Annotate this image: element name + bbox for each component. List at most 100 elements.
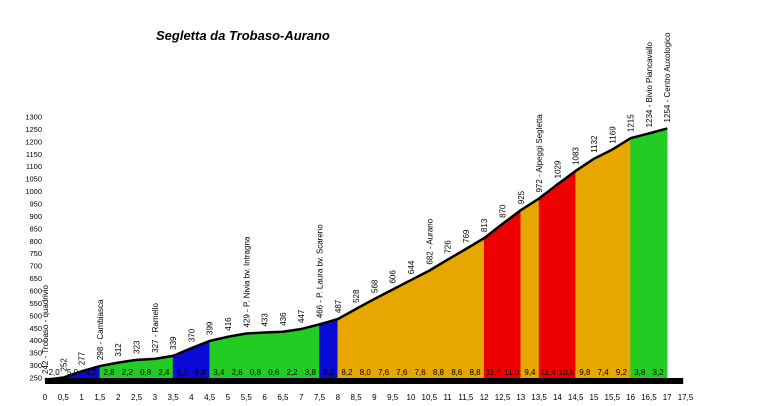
altitude-label: 870: [499, 204, 508, 218]
altitude-label: 339: [169, 336, 178, 350]
x-tick-label: 15: [590, 393, 599, 402]
slope-label: 3,4: [213, 368, 225, 377]
altitude-label: 399: [206, 321, 215, 335]
altitude-label: 1234 - Bivio Piancavallo: [645, 41, 654, 127]
x-tick-label: 14,5: [568, 393, 584, 402]
profile-segment: [392, 279, 412, 379]
profile-segment: [483, 223, 503, 379]
slope-label: 8,8: [469, 368, 481, 377]
y-axis: 250 300 350 400 450 500 550 600 650 700 750 800 850 9…: [25, 113, 42, 383]
y-tick-label: 750: [29, 249, 42, 258]
profile-segment: [593, 149, 613, 379]
x-tick-label: 6: [262, 393, 267, 402]
profile-segment: [611, 137, 631, 379]
y-tick-label: 1200: [25, 137, 42, 146]
x-tick-label: 0: [43, 393, 48, 402]
x-tick-label: 10,5: [422, 393, 438, 402]
slope-label: 2,6: [232, 368, 244, 377]
x-tick-label: 11,5: [458, 393, 474, 402]
x-tick-label: 16,5: [641, 393, 657, 402]
profile-segments: [44, 128, 668, 381]
x-tick-label: 13,5: [531, 393, 547, 402]
altitude-label: 436: [279, 312, 288, 326]
slope-label: 8,8: [433, 368, 445, 377]
slope-label: 8,0: [360, 368, 372, 377]
x-tick-label: 4,5: [204, 393, 216, 402]
x-tick-label: 1: [79, 393, 84, 402]
slope-label: 0,6: [268, 368, 280, 377]
slope-label: 7,6: [378, 368, 390, 377]
altitude-label: 606: [389, 270, 398, 284]
altitude-labels: 242 - Trobaso - quadrivio 252 277 298 - Cam…: [41, 32, 672, 374]
x-tick-label: 8,5: [351, 393, 363, 402]
profile-line: [44, 127, 668, 382]
x-tick-label: 12: [480, 393, 489, 402]
slope-label: 2,0: [49, 368, 61, 377]
y-tick-label: 650: [29, 274, 42, 283]
profile-segment: [520, 197, 540, 379]
profile-segment: [648, 128, 668, 379]
altitude-label: 726: [444, 240, 453, 254]
y-tick-label: 500: [29, 311, 42, 320]
slope-label: 0,8: [250, 368, 262, 377]
altitude-label: 416: [224, 317, 233, 331]
altitude-label: 433: [261, 313, 270, 327]
slope-label: 3,2: [652, 368, 664, 377]
base-strip: [45, 378, 684, 384]
slope-label: 8,2: [341, 368, 353, 377]
altitude-label: 429 - P. Nivia bv. Intragna: [242, 236, 251, 327]
altitude-label: 312: [114, 343, 123, 357]
altitude-label: 1029: [553, 160, 562, 178]
profile-segment: [428, 259, 448, 379]
y-tick-label: 1150: [26, 150, 42, 159]
x-tick-label: 9: [372, 393, 377, 402]
altitude-label: 1169: [608, 126, 617, 144]
altitude-label: 1215: [627, 114, 636, 132]
profile-segment: [630, 133, 650, 379]
y-tick-label: 850: [29, 224, 42, 233]
altitude-label: 1132: [590, 135, 599, 153]
y-tick-label: 550: [29, 299, 42, 308]
y-tick-label: 400: [29, 336, 42, 345]
slope-label: 3,8: [305, 368, 317, 377]
x-tick-label: 12,5: [495, 393, 511, 402]
slope-label: 6,2: [177, 368, 189, 377]
slope-label: 5,8: [195, 368, 207, 377]
profile-segment: [557, 170, 577, 379]
x-tick-label: 1,5: [94, 393, 106, 402]
altitude-label: 925: [517, 190, 526, 204]
y-tick-label: 250: [29, 374, 42, 383]
y-tick-label: 300: [29, 361, 42, 370]
chart-title: Segletta da Trobaso-Aurano: [156, 28, 330, 43]
slope-label: 3,8: [634, 368, 646, 377]
y-tick-label: 1250: [25, 125, 42, 134]
y-tick-label: 1000: [25, 187, 42, 196]
y-tick-label: 900: [29, 212, 42, 221]
altitude-label: 466 - P. Laura bv. Scareno: [316, 224, 325, 319]
slope-label: 11,0: [504, 368, 520, 377]
slope-label: 2,4: [158, 368, 170, 377]
profile-segment: [410, 270, 430, 379]
y-tick-label: 700: [29, 262, 42, 271]
base-bar: [45, 378, 684, 384]
x-tick-label: 16: [626, 393, 635, 402]
x-tick-label: 14: [553, 393, 562, 402]
slope-label: 4,2: [323, 368, 335, 377]
slope-label: 2,8: [103, 368, 115, 377]
altitude-label: 242 - Trobaso - quadrivio: [41, 285, 50, 374]
profile-segment: [502, 209, 522, 379]
slope-label: 2,2: [286, 368, 298, 377]
x-tick-label: 15,5: [605, 393, 621, 402]
x-tick-label: 6,5: [277, 393, 289, 402]
slope-label: 9,4: [524, 368, 536, 377]
x-tick-label: 17,5: [678, 393, 694, 402]
altitude-label: 1254 - Centro Auxologico: [663, 32, 672, 122]
slope-label: 7,4: [598, 368, 610, 377]
altitude-label: 528: [352, 289, 361, 303]
x-tick-label: 8: [336, 393, 341, 402]
altitude-label: 370: [187, 328, 196, 342]
x-tick-label: 13: [516, 393, 525, 402]
x-axis: 0 0,5 1 1,5 2 2,5 3 3,5 4 4,5 5 5,5 6 6,5 7 7,5 8 8,5 9 9,5…: [43, 393, 694, 402]
y-tick-label: 600: [29, 287, 42, 296]
y-tick-label: 950: [29, 200, 42, 209]
